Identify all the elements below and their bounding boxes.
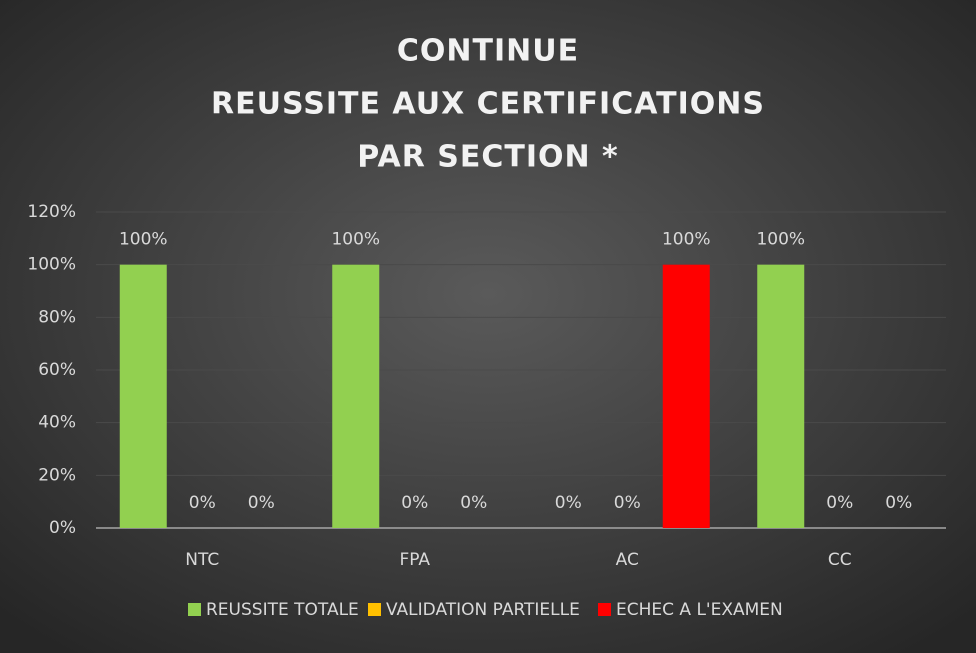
data-label: 0%	[248, 493, 275, 513]
y-tick-label: 120%	[27, 202, 76, 222]
data-label: 100%	[756, 230, 805, 250]
bar	[757, 264, 805, 528]
bar	[662, 264, 710, 528]
data-label: 0%	[401, 493, 428, 513]
legend-swatch	[598, 603, 611, 616]
legend-label: VALIDATION PARTIELLE	[386, 600, 580, 620]
bar	[332, 264, 380, 528]
chart-title: PAR SECTION *	[357, 140, 618, 175]
y-tick-label: 60%	[38, 360, 76, 380]
x-tick-label: CC	[828, 550, 852, 570]
data-label: 0%	[460, 493, 487, 513]
data-label: 0%	[826, 493, 853, 513]
y-tick-label: 80%	[38, 307, 76, 327]
x-tick-label: AC	[616, 550, 639, 570]
data-label: 100%	[119, 230, 168, 250]
bar	[119, 264, 167, 528]
legend-label: REUSSITE TOTALE	[206, 600, 359, 620]
legend-swatch	[368, 603, 381, 616]
legend-swatch	[188, 603, 201, 616]
y-tick-label: 40%	[38, 413, 76, 433]
y-tick-label: 100%	[27, 255, 76, 275]
chart-title: REUSSITE AUX CERTIFICATIONS	[211, 87, 765, 122]
data-label: 100%	[662, 230, 711, 250]
data-label: 0%	[189, 493, 216, 513]
data-label: 0%	[885, 493, 912, 513]
data-label: 0%	[614, 493, 641, 513]
y-tick-label: 0%	[49, 518, 76, 538]
x-tick-label: FPA	[399, 550, 430, 570]
data-label: 100%	[331, 230, 380, 250]
legend-label: ECHEC A L'EXAMEN	[616, 600, 783, 620]
x-tick-label: NTC	[185, 550, 219, 570]
y-tick-label: 20%	[38, 465, 76, 485]
chart-title: CONTINUE	[397, 34, 579, 69]
data-label: 0%	[555, 493, 582, 513]
